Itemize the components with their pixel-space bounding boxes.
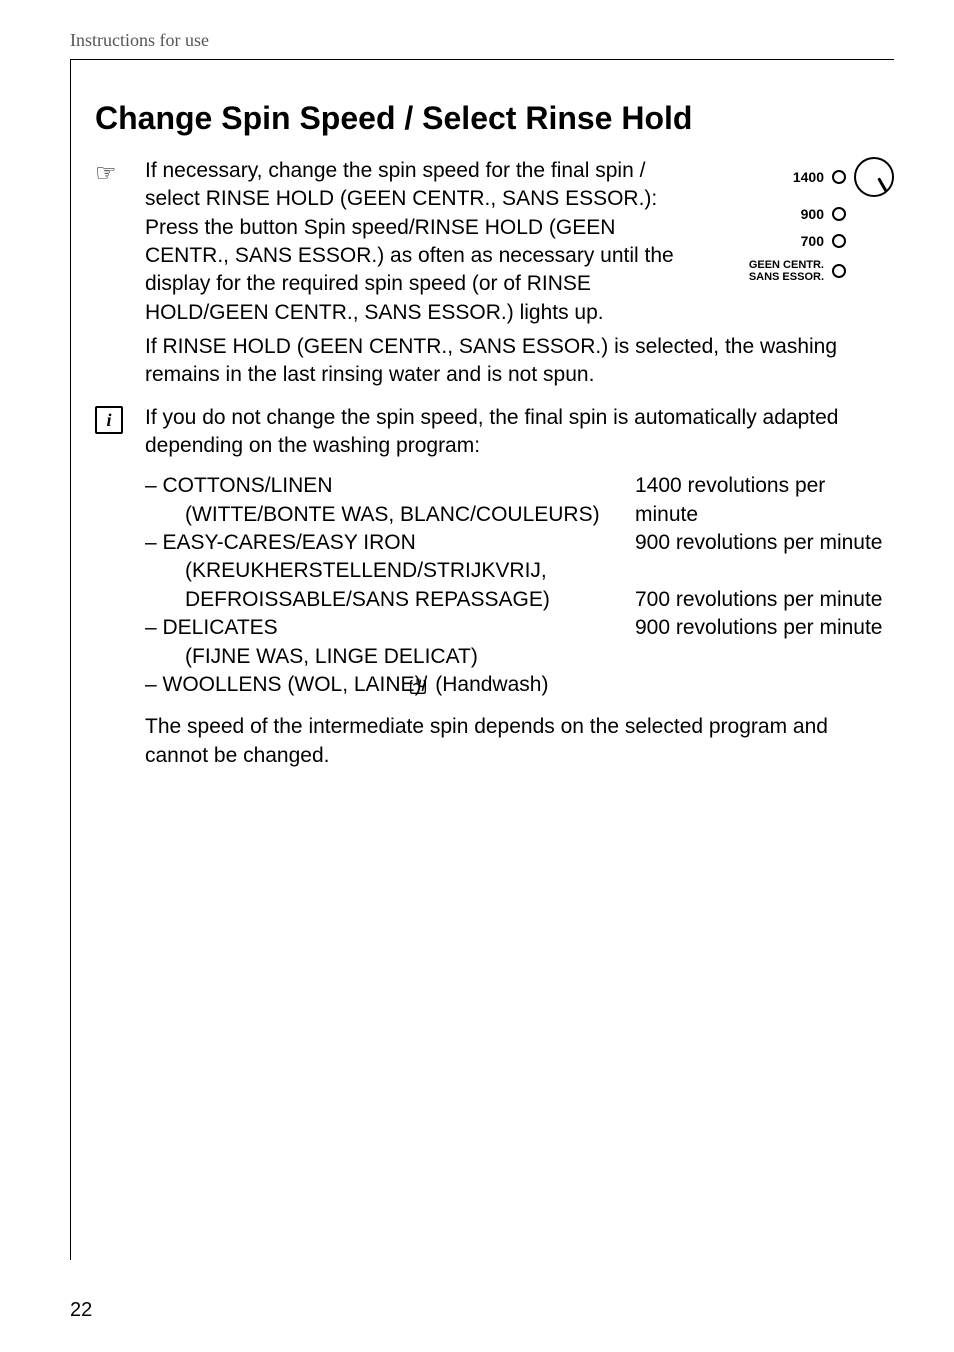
knob-icon [854, 157, 894, 197]
rev-delicates: 700 revolutions per minute [635, 586, 894, 614]
program-easycare-name: – EASY-CARES/EASY IRON [145, 529, 635, 557]
rinse-hold-label-1: GEEN CENTR. [749, 259, 824, 271]
rev-cottons: 1400 revolutions per minute [635, 472, 894, 529]
program-delicates-sub: (FIJNE WAS, LINGE DELICAT) [145, 643, 635, 671]
led-icon [832, 234, 846, 248]
rev-woollens: 900 revolutions per minute [635, 614, 894, 642]
led-icon [832, 207, 846, 221]
info-icon: i [95, 406, 123, 434]
led-icon [832, 264, 846, 278]
instruction-para-2: Press the button Spin speed/RINSE HOLD (… [145, 214, 705, 327]
program-cottons-name: – COTTONS/LINEN [145, 472, 635, 500]
instruction-para-1: If necessary, change the spin speed for … [145, 157, 705, 214]
page-number: 22 [70, 1299, 92, 1322]
speed-label-1400: 1400 [793, 168, 824, 187]
rev-spacer [635, 557, 894, 585]
program-easycare-sub: (KREUKHERSTELLEND/STRIJKVRIJ, DEFROISSAB… [145, 557, 635, 614]
speed-label-900: 900 [801, 205, 824, 224]
info-intro-text: If you do not change the spin speed, the… [145, 404, 894, 461]
program-delicates-name: – DELICATES [145, 614, 635, 642]
footer-note: The speed of the intermediate spin depen… [145, 713, 894, 770]
led-icon [832, 170, 846, 184]
program-woollens-name: – WOOLLENS (WOL, LAINE)/ (Handwash) [145, 671, 635, 700]
instruction-para-3: If RINSE HOLD (GEEN CENTR., SANS ESSOR.)… [145, 333, 894, 390]
main-title: Change Spin Speed / Select Rinse Hold [95, 100, 894, 137]
rev-easycare: 900 revolutions per minute [635, 529, 894, 557]
spin-speed-control-diagram: 1400 900 700 [724, 157, 894, 291]
speed-label-700: 700 [801, 232, 824, 251]
program-cottons-sub: (WITTE/BONTE WAS, BLANC/COULEURS) [145, 501, 635, 529]
rinse-hold-label-2: SANS ESSOR. [749, 271, 824, 283]
page-header: Instructions for use [70, 30, 894, 51]
program-speed-list: – COTTONS/LINEN (WITTE/BONTE WAS, BLANC/… [145, 472, 894, 699]
pointing-hand-icon: ☞ [95, 161, 117, 187]
